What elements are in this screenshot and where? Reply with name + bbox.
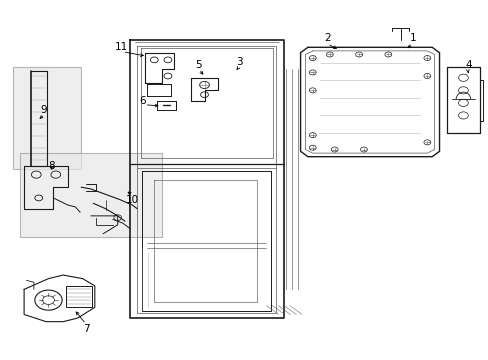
Text: 6: 6 xyxy=(139,96,145,106)
Text: 4: 4 xyxy=(465,60,471,70)
Bar xyxy=(20,153,161,237)
Text: 3: 3 xyxy=(236,57,243,67)
Text: 10: 10 xyxy=(125,195,139,205)
Text: 5: 5 xyxy=(194,60,201,70)
Text: 9: 9 xyxy=(40,105,47,115)
Bar xyxy=(65,286,92,307)
Text: 1: 1 xyxy=(408,33,415,43)
Text: 11: 11 xyxy=(115,42,128,52)
Text: 2: 2 xyxy=(324,33,330,43)
Text: 7: 7 xyxy=(82,324,89,334)
Text: 8: 8 xyxy=(48,161,55,171)
Bar xyxy=(13,67,81,169)
